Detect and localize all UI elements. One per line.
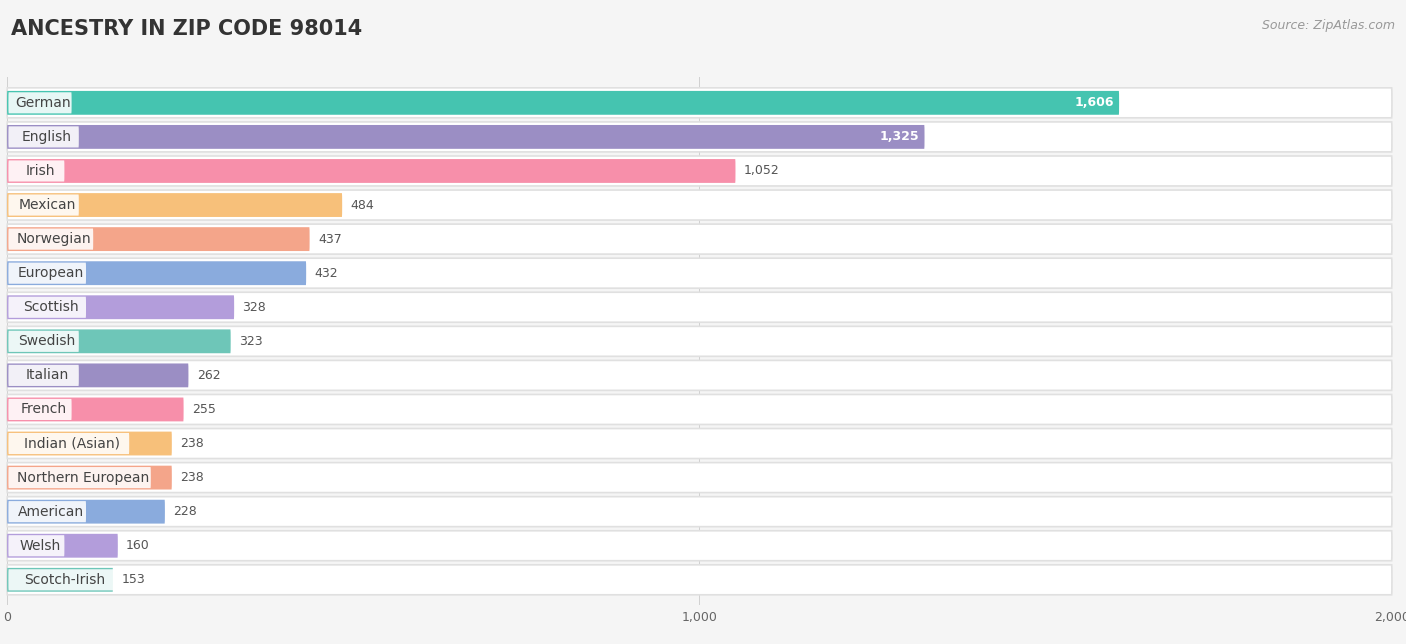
- FancyBboxPatch shape: [7, 397, 184, 421]
- Text: English: English: [22, 130, 72, 144]
- Text: Source: ZipAtlas.com: Source: ZipAtlas.com: [1261, 19, 1395, 32]
- Text: 1,325: 1,325: [879, 130, 920, 144]
- Text: Indian (Asian): Indian (Asian): [24, 437, 121, 451]
- FancyBboxPatch shape: [8, 535, 65, 556]
- FancyBboxPatch shape: [7, 125, 925, 149]
- FancyBboxPatch shape: [8, 229, 93, 250]
- Text: Norwegian: Norwegian: [17, 232, 91, 246]
- FancyBboxPatch shape: [7, 88, 1392, 118]
- FancyBboxPatch shape: [7, 327, 1392, 356]
- FancyBboxPatch shape: [8, 263, 86, 284]
- FancyBboxPatch shape: [7, 156, 1392, 186]
- Text: 437: 437: [318, 232, 342, 245]
- Text: ANCESTRY IN ZIP CODE 98014: ANCESTRY IN ZIP CODE 98014: [11, 19, 363, 39]
- Text: Welsh: Welsh: [20, 539, 60, 553]
- Text: French: French: [21, 402, 66, 417]
- FancyBboxPatch shape: [7, 91, 1119, 115]
- Text: 323: 323: [239, 335, 263, 348]
- FancyBboxPatch shape: [7, 363, 188, 387]
- FancyBboxPatch shape: [8, 160, 65, 182]
- FancyBboxPatch shape: [7, 227, 309, 251]
- Text: 1,606: 1,606: [1074, 97, 1114, 109]
- FancyBboxPatch shape: [7, 261, 307, 285]
- FancyBboxPatch shape: [8, 433, 129, 454]
- FancyBboxPatch shape: [8, 399, 72, 420]
- FancyBboxPatch shape: [7, 428, 1392, 459]
- Text: 484: 484: [350, 198, 374, 211]
- Text: Swedish: Swedish: [18, 334, 76, 348]
- FancyBboxPatch shape: [7, 497, 1392, 527]
- Text: Northern European: Northern European: [17, 471, 149, 484]
- FancyBboxPatch shape: [7, 500, 165, 524]
- FancyBboxPatch shape: [7, 258, 1392, 288]
- FancyBboxPatch shape: [7, 296, 235, 319]
- FancyBboxPatch shape: [8, 92, 72, 113]
- Text: Scottish: Scottish: [22, 300, 79, 314]
- FancyBboxPatch shape: [7, 292, 1392, 322]
- FancyBboxPatch shape: [7, 224, 1392, 254]
- Text: 1,052: 1,052: [744, 164, 779, 178]
- Text: German: German: [15, 96, 72, 110]
- Text: Italian: Italian: [25, 368, 69, 383]
- FancyBboxPatch shape: [7, 531, 1392, 561]
- FancyBboxPatch shape: [7, 466, 172, 489]
- FancyBboxPatch shape: [8, 297, 86, 317]
- Text: 238: 238: [180, 437, 204, 450]
- Text: American: American: [18, 505, 84, 518]
- FancyBboxPatch shape: [8, 569, 115, 591]
- FancyBboxPatch shape: [8, 194, 79, 216]
- Text: European: European: [17, 266, 84, 280]
- Text: 228: 228: [173, 505, 197, 518]
- FancyBboxPatch shape: [8, 331, 79, 352]
- FancyBboxPatch shape: [7, 329, 231, 354]
- Text: 328: 328: [242, 301, 266, 314]
- FancyBboxPatch shape: [7, 122, 1392, 152]
- Text: 238: 238: [180, 471, 204, 484]
- FancyBboxPatch shape: [7, 193, 342, 217]
- FancyBboxPatch shape: [7, 395, 1392, 424]
- FancyBboxPatch shape: [8, 126, 79, 147]
- Text: 160: 160: [127, 539, 150, 553]
- Text: Scotch-Irish: Scotch-Irish: [24, 573, 105, 587]
- FancyBboxPatch shape: [8, 501, 86, 522]
- FancyBboxPatch shape: [7, 361, 1392, 390]
- FancyBboxPatch shape: [7, 431, 172, 455]
- FancyBboxPatch shape: [7, 462, 1392, 493]
- FancyBboxPatch shape: [7, 565, 1392, 595]
- Text: 432: 432: [315, 267, 337, 279]
- Text: Mexican: Mexican: [18, 198, 76, 212]
- FancyBboxPatch shape: [8, 467, 150, 488]
- FancyBboxPatch shape: [7, 568, 112, 592]
- FancyBboxPatch shape: [7, 159, 735, 183]
- FancyBboxPatch shape: [7, 534, 118, 558]
- FancyBboxPatch shape: [7, 190, 1392, 220]
- Text: Irish: Irish: [25, 164, 55, 178]
- FancyBboxPatch shape: [8, 365, 79, 386]
- Text: 262: 262: [197, 369, 221, 382]
- Text: 153: 153: [121, 573, 145, 586]
- Text: 255: 255: [191, 403, 215, 416]
